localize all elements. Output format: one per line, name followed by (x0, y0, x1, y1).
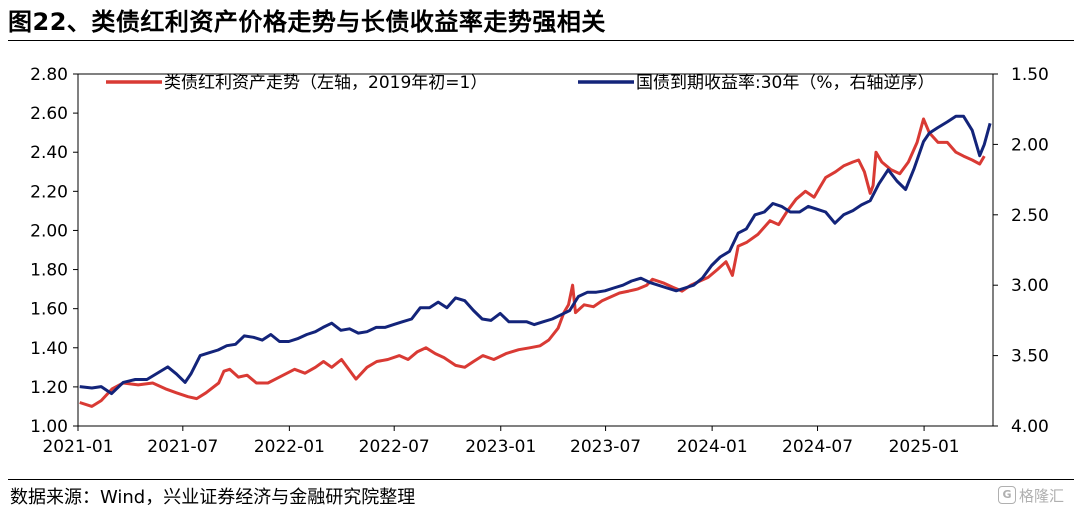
left-tick-label: 2.20 (30, 182, 68, 202)
right-tick-label: 1.50 (1011, 65, 1049, 85)
legend-dividend-label: 类债红利资产走势（左轴，2019年初=1） (164, 73, 487, 93)
legend-yield-label: 国债到期收益率:30年（%，右轴逆序） (636, 73, 935, 93)
left-tick-label: 2.80 (30, 65, 68, 85)
left-tick-label: 2.00 (30, 221, 68, 241)
left-tick-label: 1.60 (30, 300, 68, 320)
plot-area (77, 73, 994, 427)
x-tick-label: 2025-01 (889, 437, 960, 457)
legend: 类债红利资产走势（左轴，2019年初=1） 国债到期收益率:30年（%，右轴逆序） (106, 73, 935, 93)
left-tick-label: 1.80 (30, 261, 68, 281)
treasury-30y-yield-line (79, 114, 992, 396)
source-divider (8, 479, 1074, 480)
left-tick-label: 1.20 (30, 378, 68, 398)
series-lines (79, 114, 992, 408)
x-tick-label: 2023-01 (465, 437, 536, 457)
left-axis-ticks: 2.80 2.60 2.40 2.20 2.00 1.80 1.60 1.40 1.20 1.00 (30, 65, 78, 437)
x-tick-label: 2022-01 (254, 437, 325, 457)
watermark-logo-icon: G (998, 486, 1016, 504)
figure-title: 图22、类债红利资产价格走势与长债收益率走势强相关 (8, 8, 606, 36)
right-tick-label: 4.00 (1011, 417, 1049, 437)
left-tick-label: 2.60 (30, 104, 68, 124)
source-note: 数据来源：Wind，兴业证券经济与金融研究院整理 (10, 487, 416, 508)
right-tick-label: 2.00 (1011, 135, 1049, 155)
x-tick-label: 2022-07 (359, 437, 430, 457)
watermark-text: 格隆汇 (1019, 486, 1065, 505)
x-tick-label: 2024-07 (782, 437, 853, 457)
dividend-vs-yield-line-chart: 2.80 2.60 2.40 2.20 2.00 1.80 1.60 1.40 1.20 1.00… (30, 65, 1049, 457)
plot-border (77, 73, 994, 427)
left-tick-label: 1.40 (30, 339, 68, 359)
x-tick-label: 2023-07 (570, 437, 641, 457)
dividend-asset-line (79, 117, 986, 408)
left-tick-label: 1.00 (30, 417, 68, 437)
x-tick-label: 2021-01 (42, 437, 113, 457)
title-divider (8, 40, 1074, 41)
watermark: G 格隆汇 (998, 483, 1076, 507)
left-tick-label: 2.40 (30, 143, 68, 163)
x-tick-label: 2024-01 (677, 437, 748, 457)
x-tick-label: 2021-07 (147, 437, 218, 457)
right-tick-label: 2.50 (1011, 206, 1049, 226)
x-axis-ticks: 2021-01 2021-07 2022-01 2022-07 2023-01 2023-… (42, 426, 960, 457)
right-tick-label: 3.00 (1011, 276, 1049, 296)
right-tick-label: 3.50 (1011, 347, 1049, 367)
right-axis-ticks: 1.50 2.00 2.50 3.00 3.50 4.00 (993, 65, 1049, 437)
